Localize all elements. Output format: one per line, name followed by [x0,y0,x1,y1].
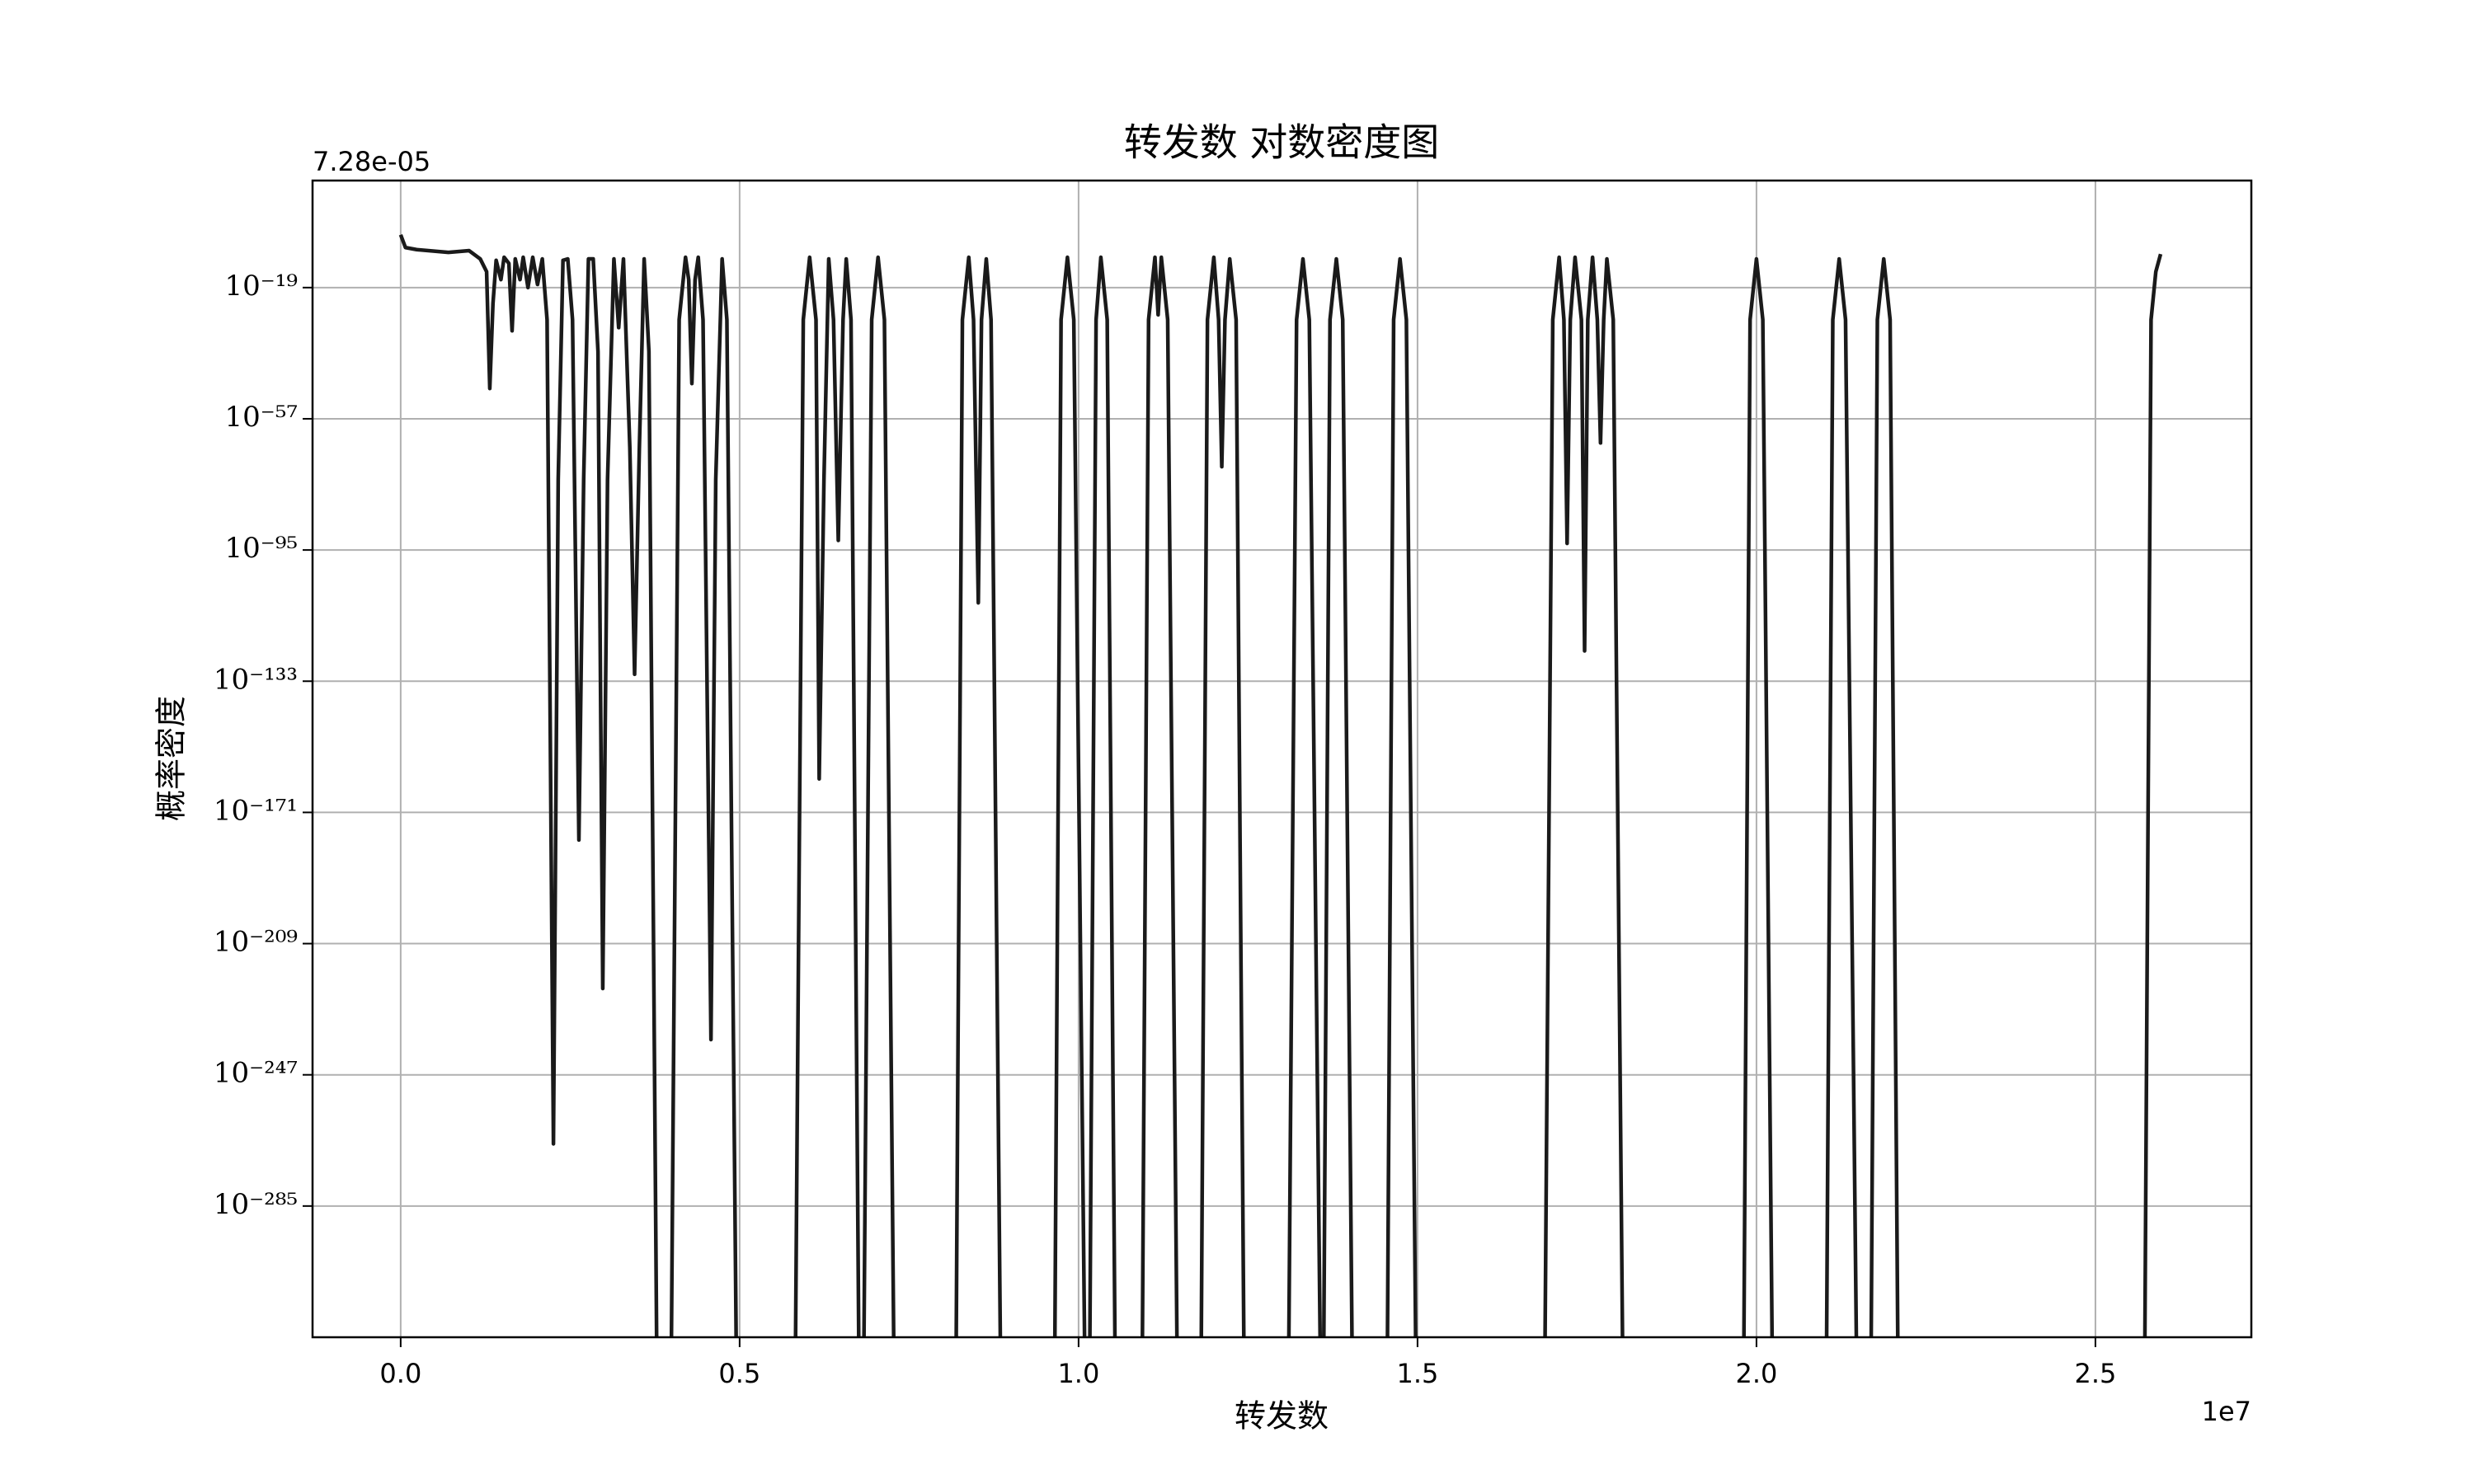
y-tick-label: 10⁻²⁴⁷ [214,1057,298,1090]
x-tick-label: 0.0 [379,1358,421,1389]
x-axis-label: 转发数 [1235,1398,1329,1435]
y-tick-label: 10⁻²⁸⁵ [214,1188,298,1221]
chart-title: 转发数 对数密度图 [1124,120,1440,165]
y-tick-label: 10⁻¹³³ [214,663,298,696]
y-tick-label: 10⁻¹⁹ [225,270,298,303]
y-tick-label: 10⁻⁹⁵ [225,532,298,565]
y-tick-label: 10⁻⁵⁷ [225,401,298,434]
axes-frame [311,179,2253,1339]
x-tick-label: 0.5 [718,1358,760,1389]
plot-area [398,233,2163,1337]
y-axis-label: 概率密度 [153,696,190,821]
line-series [398,233,2163,1337]
x-tick-label: 2.0 [1735,1358,1777,1389]
x-offset-label: 1e7 [2202,1396,2251,1427]
x-tick-label: 1.0 [1057,1358,1099,1389]
x-tick-label: 2.5 [2074,1358,2116,1389]
y-tick-label: 10⁻²⁰⁹ [214,926,298,959]
grid: 0.0 0.5 1.0 1.5 2.0 2.5 10⁻¹⁹ 10⁻⁵⁷ 10⁻⁹⁵ 10⁻¹³³ 1… [214,181,2251,1389]
x-tick-label: 1.5 [1396,1358,1438,1389]
y-tick-label: 10⁻¹⁷¹ [214,794,298,827]
y-offset-label: 7.28e-05 [313,146,430,177]
